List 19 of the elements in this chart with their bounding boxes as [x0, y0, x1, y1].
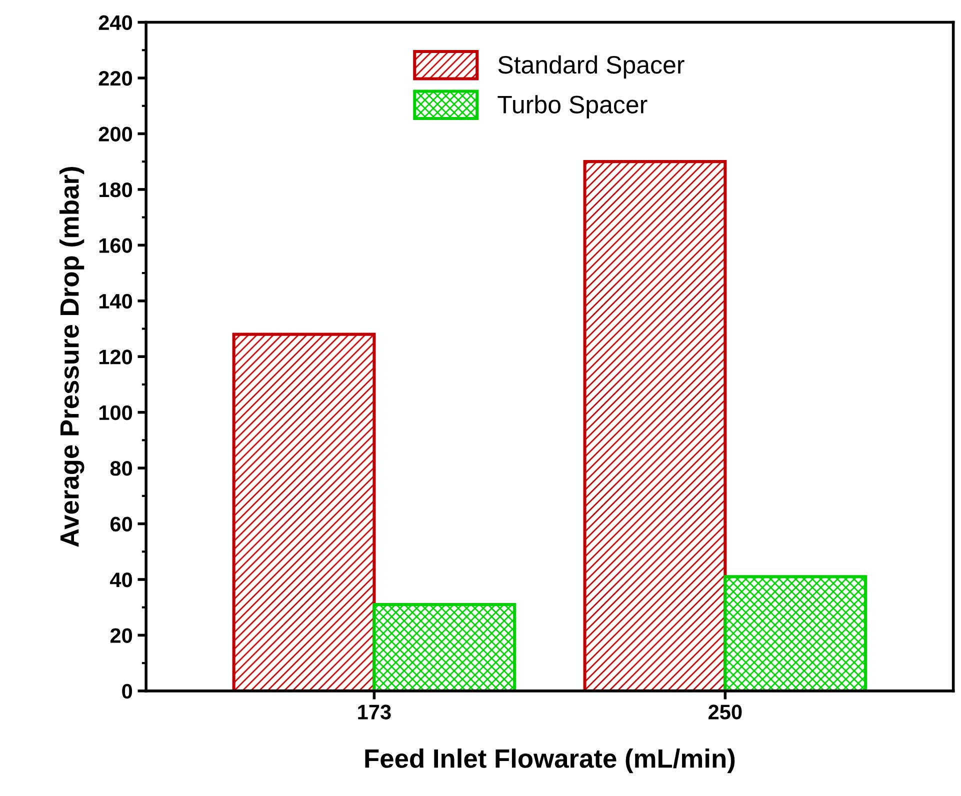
y-tick-label: 60	[110, 516, 132, 532]
y-tick-label: 100	[99, 405, 132, 420]
y-tick-label: 20	[110, 628, 132, 643]
y-tick-label: 140	[99, 294, 132, 309]
x-tick-label: 173	[358, 704, 391, 720]
y-tick-label: 240	[98, 15, 132, 30]
y-tick-label: 160	[99, 238, 132, 253]
x-tick-label: 250	[708, 704, 742, 720]
y-tick-label: 80	[110, 461, 132, 476]
y-tick-label: 200	[98, 126, 132, 142]
legend-label: Turbo Spacer	[498, 95, 648, 118]
y-tick-label: 220	[98, 71, 132, 86]
x-axis-title: Feed Inlet Flowarate (mL/min)	[365, 748, 735, 774]
y-tick-label: 0	[122, 684, 132, 699]
y-tick-label: 120	[99, 350, 132, 364]
legend-label: Standard Spacer	[498, 55, 684, 79]
y-tick-label: 180	[99, 182, 132, 198]
y-axis-title: Average Pressure Drop (mbar)	[60, 167, 84, 547]
y-tick-label: 40	[110, 572, 132, 588]
